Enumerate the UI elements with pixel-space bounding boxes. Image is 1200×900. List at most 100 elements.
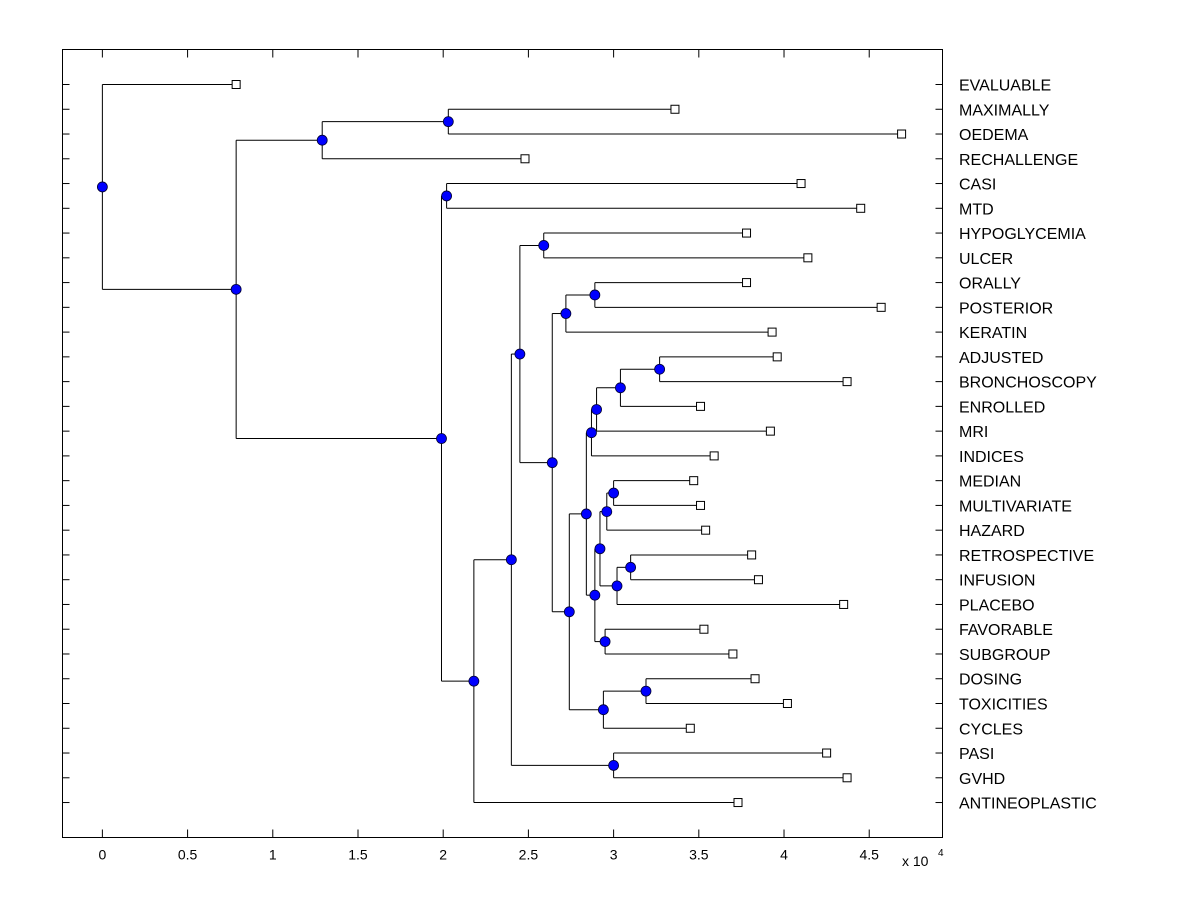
leaf-marker [765,426,775,436]
axis-ticks [62,49,943,838]
leaf-marker [822,748,832,758]
cluster-node-marker [594,543,606,555]
node-markers [96,116,666,771]
leaf-label: TOXICITIES [959,697,1048,714]
leaf-marker [753,575,763,585]
leaf-label: BRONCHOSCOPY [959,375,1097,392]
cluster-node-marker [563,606,575,618]
leaf-marker [685,723,695,733]
x-tick-label: 4 [780,847,788,863]
leaf-label: DOSING [959,672,1022,689]
cluster-node-marker [640,685,652,697]
leaf-label: PLACEBO [959,597,1035,614]
leaf-label: PASI [959,746,994,763]
leaf-marker [728,649,738,659]
leaf-label: KERATIN [959,325,1027,342]
leaf-marker [520,154,530,164]
leaf-label: RECHALLENGE [959,152,1078,169]
x-tick-label: 2 [439,847,447,863]
x-tick-label: 1 [269,847,277,863]
leaf-label: SUBGROUP [959,647,1051,664]
x-tick-label: 0.5 [178,847,198,863]
cluster-node-marker [230,283,242,295]
leaf-marker [689,476,699,486]
leaf-label: MEDIAN [959,474,1021,491]
leaf-label: MRI [959,424,988,441]
cluster-node-marker [538,240,550,251]
leaf-label: HYPOGLYCEMIA [959,226,1086,243]
leaf-marker [670,104,680,114]
leaf-label: ORALLY [959,276,1021,293]
leaf-label: RETROSPECTIVE [959,548,1094,565]
cluster-node-marker [601,506,613,518]
leaf-label: GVHD [959,771,1005,788]
cluster-node-marker [436,433,447,444]
cluster-node-marker [589,589,601,601]
cluster-node-marker [316,134,328,146]
x-tick-label: 3.5 [689,847,709,863]
x-tick-label: 3 [610,847,618,863]
cluster-node-marker [615,382,626,394]
leaf-label: OEDEMA [959,127,1029,144]
x-tick-label: 2.5 [519,847,539,863]
leaf-marker [699,624,709,634]
leaf-label: ADJUSTED [959,350,1043,367]
cluster-node-marker [589,289,601,301]
leaf-marker [696,500,706,510]
leaf-label: ANTINEOPLASTIC [959,796,1097,813]
cluster-node-marker [96,181,108,193]
cluster-node-marker [586,427,597,439]
cluster-node-marker [441,190,453,202]
leaf-label: MULTIVARIATE [959,498,1072,515]
x-tick-label: 0 [98,847,106,863]
cluster-node-marker [611,580,623,592]
leaf-label: INFUSION [959,573,1035,590]
leaf-marker [772,352,782,362]
leaf-label: ULCER [959,251,1013,268]
leaf-markers [231,80,907,808]
leaf-label: FAVORABLE [959,622,1053,639]
cluster-node-marker [608,487,620,499]
dendrogram-links [101,84,902,804]
cluster-node-marker [599,636,611,647]
leaf-label: POSTERIOR [959,300,1053,317]
leaf-label: CASI [959,177,996,194]
cluster-node-marker [468,675,480,687]
leaf-marker [782,699,792,708]
leaf-marker [803,253,813,263]
leaf-marker [897,129,907,139]
cluster-node-marker [597,704,609,716]
leaf-marker [709,451,719,461]
leaf-marker [696,401,706,411]
x-multiplier-label: x 10 [902,853,929,869]
leaf-marker [750,674,760,684]
leaf-marker [842,773,852,783]
leaf-marker [876,302,886,312]
leaf-marker [842,377,852,387]
leaf-marker [742,278,752,288]
x-multiplier-exponent: 4 [938,848,944,859]
leaf-marker [856,203,866,213]
leaf-label: EVALUABLE [959,78,1051,95]
cluster-node-marker [560,308,572,319]
leaf-label: INDICES [959,449,1024,466]
cluster-node-marker [580,508,592,520]
leaf-labels: EVALUABLE MAXIMALLY OEDEMA RECHALLENGE CASI M… [959,78,1097,813]
cluster-node-marker [608,760,620,771]
leaf-marker [701,525,711,535]
leaf-label: MAXIMALLY [959,102,1050,119]
cluster-node-marker [442,116,454,128]
cluster-node-marker [514,348,526,360]
leaf-marker [767,327,777,337]
x-tick-label: 1.5 [348,847,368,863]
cluster-node-marker [625,561,637,573]
x-tick-labels: 0 0.5 1 1.5 2 2.5 3 3.5 4 4.5 [98,847,879,863]
cluster-node-marker [546,457,558,469]
plot-area [62,49,943,838]
leaf-label: MTD [959,201,994,218]
x-tick-label: 4.5 [859,847,879,863]
cluster-node-marker [654,363,666,375]
leaf-label: ENROLLED [959,399,1045,416]
leaf-marker [231,80,241,89]
